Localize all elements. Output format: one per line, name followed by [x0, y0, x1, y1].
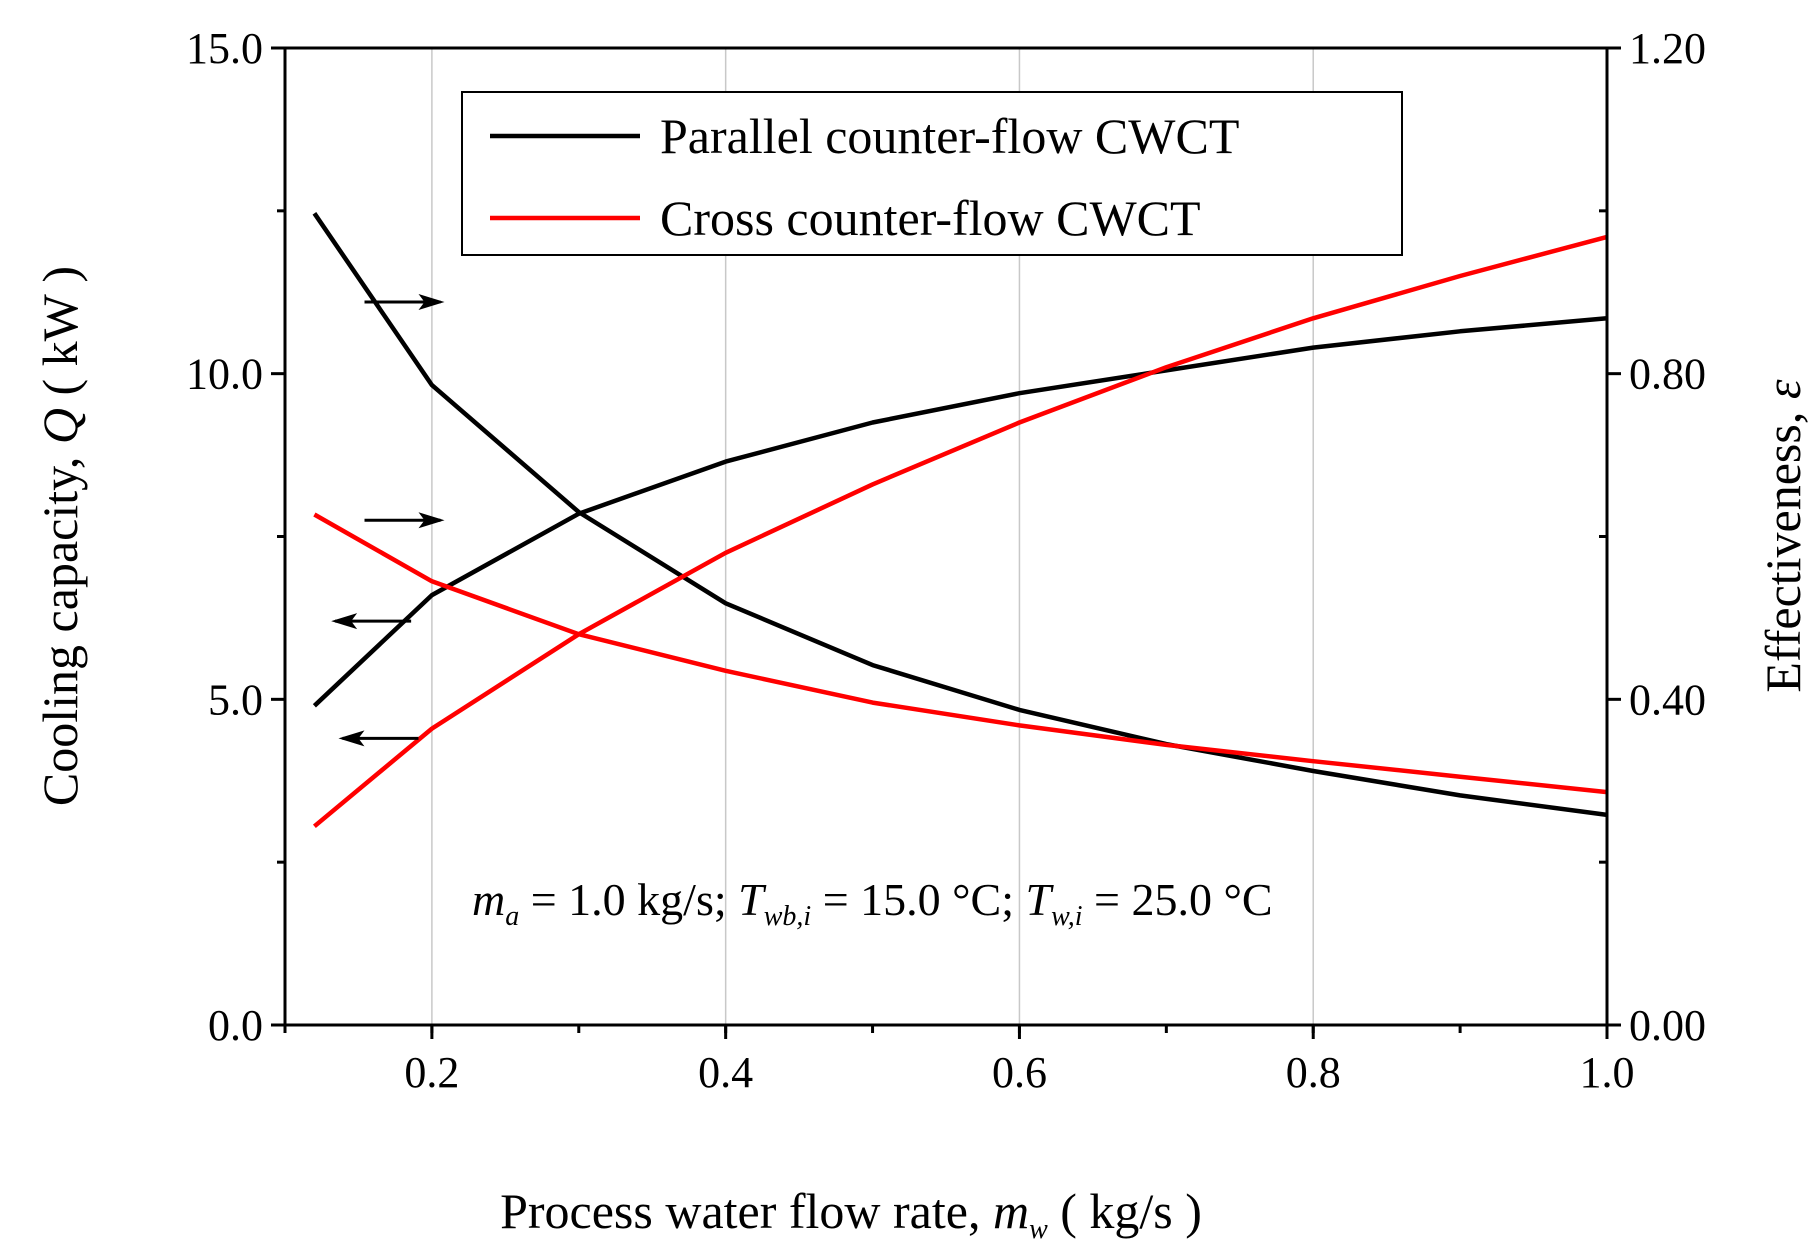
legend-label-parallel: Parallel counter-flow CWCT	[660, 108, 1239, 164]
direction-arrows	[331, 294, 445, 747]
x-tick-label: 0.4	[698, 1048, 753, 1097]
y-right-tick-label: 1.20	[1629, 24, 1706, 73]
y-right-tick-label: 0.40	[1629, 675, 1706, 724]
arrow-left	[331, 613, 412, 630]
x-tick-label: 0.8	[1286, 1048, 1341, 1097]
legend-label-cross: Cross counter-flow CWCT	[660, 190, 1201, 246]
conditions-annotation: ma = 1.0 kg/s; Twb,i = 15.0 °C; Tw,i = 2…	[472, 874, 1273, 932]
y-axis-left-title: Cooling capacity, Q ( kW )	[32, 266, 88, 806]
arrow-right	[364, 512, 445, 529]
series-line-parallel-capacity	[312, 316, 1608, 708]
y-left-tick-label: 5.0	[208, 675, 263, 724]
y-axis-right-title: Effectiveness, ε	[1755, 379, 1811, 692]
x-tick-label: 1.0	[1580, 1048, 1635, 1097]
x-tick-label: 0.2	[404, 1048, 459, 1097]
series-line-parallel-effectiveness	[312, 212, 1608, 818]
series-line-cross-capacity	[312, 234, 1608, 829]
series-line-cross-effectiveness	[313, 512, 1608, 795]
series-lines	[312, 212, 1608, 829]
arrow-right	[364, 294, 445, 311]
x-tick-label: 0.6	[992, 1048, 1047, 1097]
y-right-tick-label: 0.80	[1629, 350, 1706, 399]
axis-ticks: 0.2 0.4 0.6 0.8 1.0 0.0 5.0 10.0 15.0 0.00 0.40 0.8…	[186, 24, 1706, 1097]
arrow-left	[338, 730, 419, 747]
y-left-tick-label: 10.0	[186, 350, 263, 399]
y-right-tick-label: 0.00	[1629, 1001, 1706, 1050]
legend: Parallel counter-flow CWCT Cross counter…	[461, 91, 1403, 256]
y-left-tick-label: 0.0	[208, 1001, 263, 1050]
y-left-tick-label: 15.0	[186, 24, 263, 73]
x-axis-title: Process water flow rate, mw ( kg/s )	[500, 1183, 1202, 1245]
legend-box	[461, 91, 1403, 256]
